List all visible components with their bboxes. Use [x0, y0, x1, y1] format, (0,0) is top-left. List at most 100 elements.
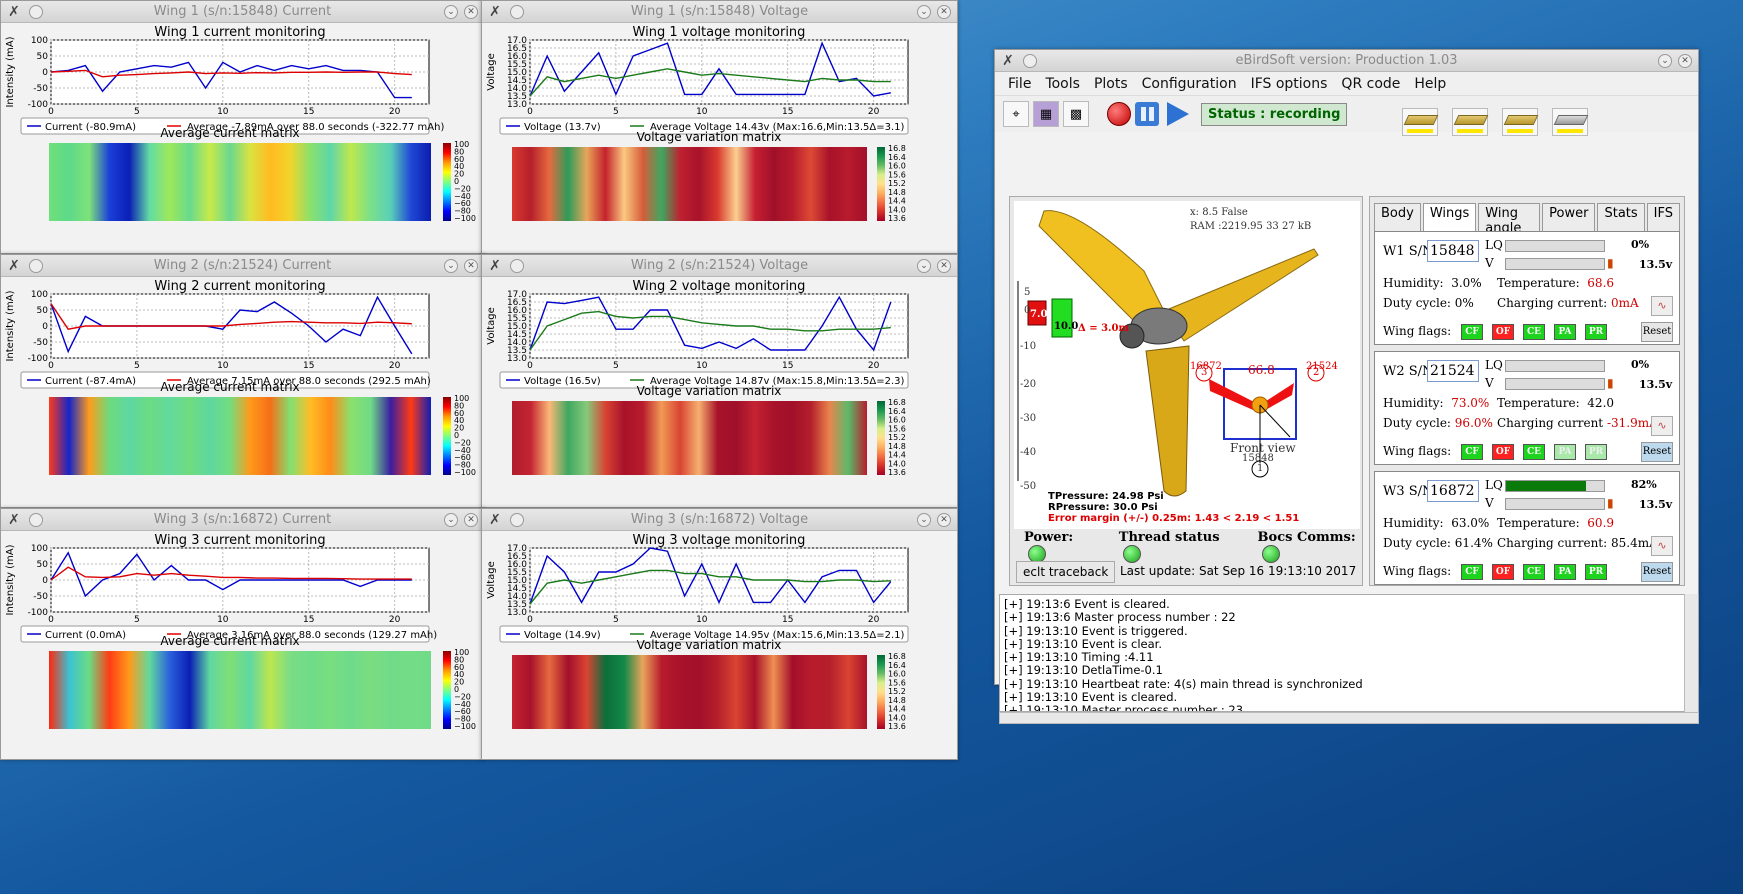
- window-titlebar[interactable]: ✗ Wing 1 (s/n:15848) Current ⌄ ✕: [1, 1, 484, 23]
- window-menu-button[interactable]: [510, 5, 524, 19]
- menu-qr-code[interactable]: QR code: [1341, 75, 1401, 92]
- y-tick-label: 16.5: [507, 552, 527, 562]
- graph-icon[interactable]: ∿: [1651, 536, 1673, 556]
- minimize-button[interactable]: ⌄: [1658, 54, 1672, 68]
- minimize-button[interactable]: ⌄: [444, 513, 458, 527]
- sn-input[interactable]: 21524: [1427, 360, 1479, 382]
- menu-configuration[interactable]: Configuration: [1141, 75, 1237, 92]
- minimize-button[interactable]: ⌄: [444, 259, 458, 273]
- close-button[interactable]: ✕: [464, 5, 478, 19]
- colorbar-label: −80: [454, 461, 471, 470]
- minimize-button[interactable]: ⌄: [917, 513, 931, 527]
- window-menu-button[interactable]: [29, 513, 43, 527]
- window-titlebar[interactable]: ✗ Wing 1 (s/n:15848) Voltage ⌄ ✕: [482, 1, 957, 23]
- play-button[interactable]: [1167, 102, 1189, 126]
- traceback-button[interactable]: eclt traceback: [1016, 561, 1116, 583]
- minimize-button[interactable]: ⌄: [917, 5, 931, 19]
- flag-ce[interactable]: CE: [1523, 444, 1545, 460]
- flag-pa[interactable]: PA: [1554, 324, 1576, 340]
- close-button[interactable]: ✕: [937, 513, 951, 527]
- menu-tools[interactable]: Tools: [1045, 75, 1080, 92]
- ebirdsoft-main-window[interactable]: ✗ eBirdSoft version: Production 1.03 ⌄ ✕…: [994, 49, 1699, 724]
- pattern-icon[interactable]: ▦: [1033, 101, 1059, 127]
- x-tick-label: 20: [389, 107, 401, 117]
- close-button[interactable]: ✕: [464, 513, 478, 527]
- reset-button[interactable]: Reset: [1641, 562, 1673, 582]
- log-horizontal-scrollbar[interactable]: [999, 712, 1699, 724]
- log-line: [+] 19:13:10 Heartbeat rate: 4(s) main t…: [1004, 676, 1363, 691]
- graph-icon[interactable]: ∿: [1651, 296, 1673, 316]
- close-button[interactable]: ✕: [464, 259, 478, 273]
- window-title: Wing 2 (s/n:21524) Current: [153, 258, 332, 273]
- wing2-icon[interactable]: [1452, 108, 1489, 136]
- flag-pr[interactable]: PR: [1585, 564, 1607, 580]
- wing3-voltage-window[interactable]: ✗ Wing 3 (s/n:16872) Voltage ⌄ ✕ Wing 3 …: [481, 508, 958, 760]
- menu-file[interactable]: File: [1008, 75, 1032, 92]
- graph-icon[interactable]: ∿: [1651, 416, 1673, 436]
- window-titlebar[interactable]: ✗ Wing 3 (s/n:16872) Voltage ⌄ ✕: [482, 509, 957, 531]
- wing2-voltage-window[interactable]: ✗ Wing 2 (s/n:21524) Voltage ⌄ ✕ Wing 2 …: [481, 254, 958, 508]
- grid-icon[interactable]: ▩: [1063, 101, 1089, 127]
- record-button[interactable]: [1107, 102, 1131, 126]
- legend-label-average: Average Voltage 14.87v (Max:15.8,Min:13.…: [650, 376, 905, 387]
- flag-cf[interactable]: CF: [1461, 444, 1483, 460]
- window-titlebar[interactable]: ✗ Wing 2 (s/n:21524) Voltage ⌄ ✕: [482, 255, 957, 277]
- wing1-voltage-window[interactable]: ✗ Wing 1 (s/n:15848) Voltage ⌄ ✕ Wing 1 …: [481, 0, 958, 254]
- crosshair-icon[interactable]: ⌖: [1003, 101, 1029, 127]
- close-button[interactable]: ✕: [937, 259, 951, 273]
- y-axis-label: Intensity (mA): [5, 36, 16, 107]
- y-tick-label: 50: [37, 560, 49, 570]
- flag-cf[interactable]: CF: [1461, 564, 1483, 580]
- menu-plots[interactable]: Plots: [1093, 75, 1128, 92]
- sn-input[interactable]: 15848: [1427, 240, 1479, 262]
- window-titlebar[interactable]: ✗ eBirdSoft version: Production 1.03 ⌄ ✕: [995, 50, 1698, 72]
- colorbar-label: 13.6: [888, 214, 906, 223]
- wing3-icon[interactable]: [1502, 108, 1539, 136]
- window-titlebar[interactable]: ✗ Wing 3 (s/n:16872) Current ⌄ ✕: [1, 509, 484, 531]
- close-button[interactable]: ✕: [937, 5, 951, 19]
- flag-pr[interactable]: PR: [1585, 444, 1607, 460]
- window-menu-button[interactable]: [29, 5, 43, 19]
- menu-ifs-options[interactable]: IFS options: [1250, 75, 1328, 92]
- sn-input[interactable]: 16872: [1427, 480, 1479, 502]
- reset-button[interactable]: Reset: [1641, 322, 1673, 342]
- pause-button[interactable]: [1135, 102, 1159, 126]
- colorbar-label: 20: [454, 678, 464, 687]
- error-margin: Error margin (+/-) 0.25m: 1.43 < 2.19 < …: [1048, 513, 1300, 524]
- flag-of[interactable]: OF: [1492, 564, 1514, 580]
- window-menu-button[interactable]: [29, 259, 43, 273]
- flag-ce[interactable]: CE: [1523, 324, 1545, 340]
- y-tick-label: 13.0: [507, 608, 527, 618]
- log-vertical-scrollbar[interactable]: [1684, 594, 1698, 712]
- wing-3d-view[interactable]: x: 8.5 False RAM :2219.95 33 27 kB 5 0 -…: [1014, 201, 1360, 529]
- wing3-current-window[interactable]: ✗ Wing 3 (s/n:16872) Current ⌄ ✕ Wing 3 …: [0, 508, 485, 760]
- colorbar-label: 14.8: [888, 188, 906, 197]
- window-menu-button[interactable]: [1023, 54, 1037, 68]
- wing2-current-window[interactable]: ✗ Wing 2 (s/n:21524) Current ⌄ ✕ Wing 2 …: [0, 254, 485, 508]
- close-button[interactable]: ✕: [1678, 54, 1692, 68]
- menu-help[interactable]: Help: [1414, 75, 1447, 92]
- flag-pr[interactable]: PR: [1585, 324, 1607, 340]
- matrix-title: Voltage variation matrix: [637, 130, 782, 144]
- window-title: Wing 3 (s/n:16872) Voltage: [630, 512, 809, 527]
- plot-title: Wing 1 voltage monitoring: [633, 25, 806, 40]
- colorbar-label: 15.2: [888, 433, 906, 442]
- event-log[interactable]: [+] 19:13:6 Event is cleared. [+] 19:13:6…: [999, 594, 1699, 712]
- flag-pa[interactable]: PA: [1554, 564, 1576, 580]
- flag-ce[interactable]: CE: [1523, 564, 1545, 580]
- minimize-button[interactable]: ⌄: [444, 5, 458, 19]
- window-menu-button[interactable]: [510, 513, 524, 527]
- wing1-current-window[interactable]: ✗ Wing 1 (s/n:15848) Current ⌄ ✕ Wing 1 …: [0, 0, 485, 254]
- flag-of[interactable]: OF: [1492, 324, 1514, 340]
- colorbar-label: 16.4: [888, 153, 906, 162]
- minimize-button[interactable]: ⌄: [917, 259, 931, 273]
- all-wings-icon[interactable]: [1552, 108, 1589, 136]
- window-titlebar[interactable]: ✗ Wing 2 (s/n:21524) Current ⌄ ✕: [1, 255, 484, 277]
- flag-cf[interactable]: CF: [1461, 324, 1483, 340]
- reset-button[interactable]: Reset: [1641, 442, 1673, 462]
- flag-of[interactable]: OF: [1492, 444, 1514, 460]
- flag-pa[interactable]: PA: [1554, 444, 1576, 460]
- window-menu-button[interactable]: [510, 259, 524, 273]
- wing1-icon[interactable]: [1402, 108, 1439, 136]
- window-title: Wing 1 (s/n:15848) Current: [153, 4, 332, 19]
